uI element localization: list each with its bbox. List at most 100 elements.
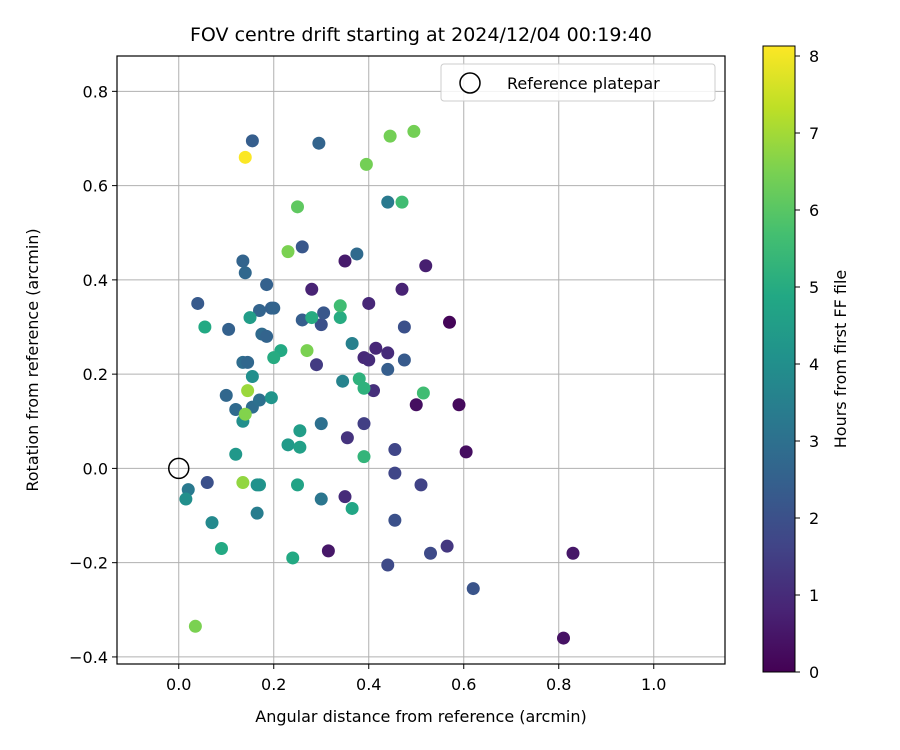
data-point — [314, 492, 328, 506]
data-point — [229, 447, 243, 461]
data-point — [205, 516, 219, 530]
data-point — [409, 398, 423, 412]
colorbar-tick-label: 7 — [809, 124, 819, 143]
data-point — [241, 355, 255, 369]
colorbar-tick-label: 1 — [809, 586, 819, 605]
colorbar-tick-label: 6 — [809, 201, 819, 220]
data-point — [243, 311, 257, 325]
data-point — [200, 476, 214, 490]
data-point — [397, 353, 411, 367]
data-point — [350, 247, 364, 261]
data-point — [236, 476, 250, 490]
data-point — [345, 337, 359, 351]
data-point — [369, 341, 383, 355]
data-point — [260, 278, 274, 292]
data-points — [179, 124, 580, 645]
data-point — [245, 369, 259, 383]
data-point — [267, 351, 281, 365]
x-tick-label: 1.0 — [641, 675, 666, 694]
data-point — [238, 266, 252, 280]
y-tick-label: 0.0 — [83, 459, 108, 478]
data-point — [443, 315, 456, 329]
colorbar-tick-label: 4 — [809, 355, 819, 374]
data-point — [357, 417, 371, 431]
colorbar-gradient — [762, 45, 796, 673]
data-point — [198, 320, 212, 334]
data-point — [338, 490, 352, 504]
y-tick-label: 0.6 — [83, 177, 108, 196]
data-point — [250, 478, 264, 492]
data-point — [321, 544, 335, 558]
data-point — [253, 393, 266, 407]
colorbar-ticks: 0 1 2 3 4 5 6 7 8 — [795, 47, 819, 682]
data-point — [215, 542, 228, 556]
data-point — [314, 318, 328, 332]
x-tick-label: 0.2 — [261, 675, 286, 694]
data-point — [336, 374, 350, 388]
data-point — [383, 129, 397, 143]
x-tick-label: 0.8 — [546, 675, 571, 694]
y-axis-ticks: −0.4 −0.2 0.0 0.2 0.4 0.6 0.8 — [69, 82, 117, 667]
colorbar-tick-label: 3 — [809, 432, 819, 451]
data-point — [414, 478, 428, 492]
data-point — [395, 195, 409, 209]
data-point — [264, 391, 278, 405]
colorbar-tick-label: 2 — [809, 509, 819, 528]
legend-reference-marker — [459, 72, 481, 94]
colorbar-tick-label: 5 — [809, 278, 819, 297]
data-point — [286, 551, 300, 565]
data-point — [305, 282, 319, 296]
data-point — [291, 200, 304, 214]
y-tick-label: 0.2 — [83, 365, 108, 384]
data-point — [357, 450, 371, 464]
data-point — [291, 478, 304, 492]
data-point — [362, 296, 376, 310]
data-point — [281, 245, 295, 259]
data-point — [333, 311, 347, 325]
data-point — [459, 445, 473, 459]
data-point — [557, 631, 570, 645]
data-point — [340, 431, 354, 445]
data-point — [388, 513, 402, 527]
data-point — [359, 157, 373, 171]
data-point — [260, 329, 274, 343]
colorbar: 0 1 2 3 4 5 6 7 8 Hours from first FF file — [762, 45, 850, 682]
x-tick-label: 0.4 — [356, 675, 381, 694]
data-point — [312, 136, 326, 150]
data-point — [333, 299, 347, 313]
data-point — [381, 195, 395, 209]
x-tick-label: 0.0 — [166, 675, 191, 694]
x-axis-label: Angular distance from reference (arcmin) — [255, 707, 586, 726]
data-point — [362, 353, 376, 367]
data-point — [357, 381, 371, 395]
data-point — [466, 582, 480, 596]
data-point — [295, 240, 309, 254]
data-point — [250, 506, 264, 520]
data-point — [305, 311, 319, 325]
data-point — [236, 254, 250, 268]
data-point — [381, 362, 395, 376]
y-tick-label: 0.8 — [83, 82, 108, 101]
data-point — [222, 322, 236, 336]
data-point — [416, 386, 430, 400]
y-axis-label: Rotation from reference (arcmin) — [23, 228, 42, 491]
data-point — [388, 466, 402, 480]
y-tick-label: −0.2 — [69, 554, 108, 573]
data-point — [345, 501, 359, 515]
y-tick-label: 0.4 — [83, 271, 108, 290]
data-point — [407, 124, 421, 138]
x-tick-label: 0.6 — [451, 675, 476, 694]
data-point — [452, 398, 466, 412]
colorbar-tick-label: 0 — [809, 663, 819, 682]
data-point — [314, 417, 328, 431]
data-point — [238, 407, 252, 421]
legend: Reference platepar — [440, 63, 716, 102]
data-point — [338, 254, 352, 268]
data-point — [245, 134, 259, 148]
data-point — [179, 492, 193, 506]
data-point — [188, 619, 202, 633]
data-point — [397, 320, 411, 334]
data-point — [267, 301, 281, 315]
data-point — [310, 358, 323, 372]
data-point — [381, 346, 395, 360]
